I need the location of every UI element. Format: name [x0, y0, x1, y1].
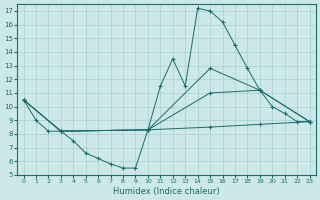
X-axis label: Humidex (Indice chaleur): Humidex (Indice chaleur)	[113, 187, 220, 196]
